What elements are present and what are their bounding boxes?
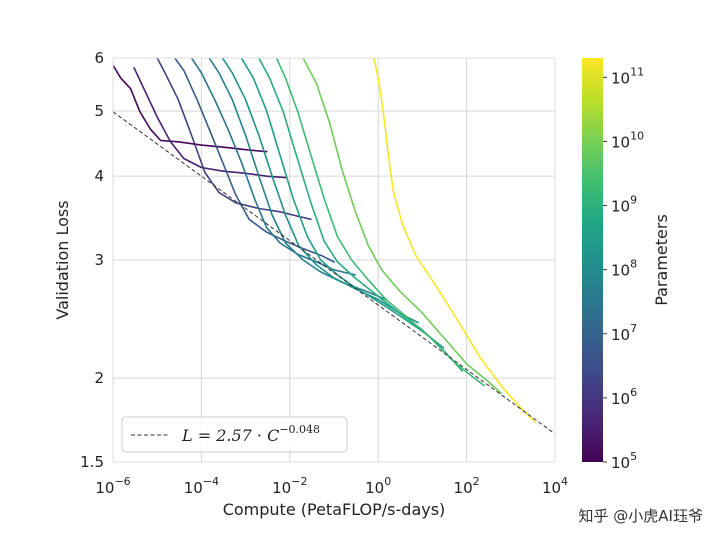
- x-tick-exponent: 2: [473, 475, 480, 488]
- x-tick-exponent: −6: [114, 475, 130, 488]
- y-tick-label: 6: [94, 49, 104, 67]
- series-line-model-2: [133, 67, 287, 179]
- y-tick-label: 1.5: [80, 453, 104, 471]
- series-line-model-5: [190, 58, 356, 276]
- colorbar-tick-exponent: 6: [630, 386, 637, 399]
- series-line-model-6: [208, 58, 387, 301]
- series-line-model-8: [240, 58, 445, 349]
- y-tick-labels: 1.5 2 3 4 5 6: [80, 49, 104, 471]
- grid-lines: [112, 57, 556, 463]
- colorbar-tick-label: 107: [611, 322, 637, 344]
- colorbar-tick-label: 1011: [611, 65, 644, 87]
- colorbar-tick-base: 10: [611, 133, 630, 151]
- series-line-model-10: [275, 58, 485, 387]
- series-line-model-4: [174, 58, 335, 263]
- x-tick-labels: 10−6 10−4 10−2 100 102 104: [95, 475, 568, 497]
- colorbar-tick-base: 10: [611, 262, 630, 280]
- colorbar-tick-exponent: 5: [630, 450, 637, 463]
- legend-frontier-label: L = 2.57 · C−0.048: [181, 423, 320, 445]
- series-lines: [113, 58, 536, 423]
- x-tick-label: 10−6: [95, 475, 130, 497]
- legend-formula: L = 2.57 · C: [181, 426, 279, 445]
- x-tick-label: 10−4: [184, 475, 219, 497]
- x-tick-exponent: −2: [291, 475, 307, 488]
- colorbar-tick-label: 105: [611, 450, 637, 472]
- colorbar-tick-base: 10: [611, 454, 630, 472]
- series-line-model-7: [221, 58, 419, 324]
- x-tick-label: 100: [365, 475, 391, 497]
- plot-area: [113, 58, 555, 435]
- y-axis-label: Validation Loss: [53, 200, 72, 319]
- y-tick-label: 4: [94, 167, 104, 185]
- series-line-model-11: [302, 58, 502, 394]
- colorbar-tick-base: 10: [611, 390, 630, 408]
- colorbar-tick-label: 106: [611, 386, 637, 408]
- colorbar-tick-exponent: 10: [630, 129, 644, 142]
- x-tick-label: 104: [542, 475, 568, 497]
- series-line-model-1: [113, 64, 268, 153]
- colorbar-tick-exponent: 8: [630, 258, 637, 271]
- frontier-line: [113, 111, 555, 435]
- x-tick-label: 102: [454, 475, 480, 497]
- colorbar-tick-base: 10: [611, 326, 630, 344]
- series-line-model-12: [373, 58, 536, 423]
- colorbar-tick-label: 108: [611, 258, 637, 280]
- x-tick-base: 10: [454, 479, 473, 497]
- colorbar-gradient: [582, 58, 603, 462]
- y-tick-label: 2: [94, 369, 104, 387]
- colorbar-tick-exponent: 9: [630, 194, 637, 207]
- colorbar-tick-label: 109: [611, 194, 637, 216]
- x-tick-base: 10: [272, 479, 291, 497]
- x-tick-exponent: 4: [561, 475, 568, 488]
- colorbar-tick-base: 10: [611, 69, 630, 87]
- x-tick-label: 10−2: [272, 475, 307, 497]
- colorbar-tick-exponent: 7: [630, 322, 637, 335]
- legend-formula-exponent: −0.048: [279, 423, 320, 436]
- x-tick-exponent: −4: [203, 475, 219, 488]
- colorbar-tick-label: 1010: [611, 129, 644, 151]
- colorbar-tick-base: 10: [611, 198, 630, 216]
- watermark: 知乎 @小虎AI珏爷: [579, 507, 703, 525]
- colorbar-tick-exponent: 11: [630, 65, 644, 78]
- y-tick-label: 5: [94, 102, 104, 120]
- colorbar-label: Parameters: [652, 214, 671, 306]
- legend-box: [121, 416, 348, 453]
- x-tick-base: 10: [95, 479, 114, 497]
- legend: L = 2.57 · C−0.048: [121, 416, 348, 453]
- x-axis-label: Compute (PetaFLOP/s-days): [223, 500, 446, 519]
- x-tick-base: 10: [184, 479, 203, 497]
- x-tick-exponent: 0: [384, 475, 391, 488]
- y-tick-label: 3: [94, 251, 104, 269]
- plot-frame: [112, 57, 556, 463]
- x-tick-base: 10: [365, 479, 384, 497]
- x-tick-base: 10: [542, 479, 561, 497]
